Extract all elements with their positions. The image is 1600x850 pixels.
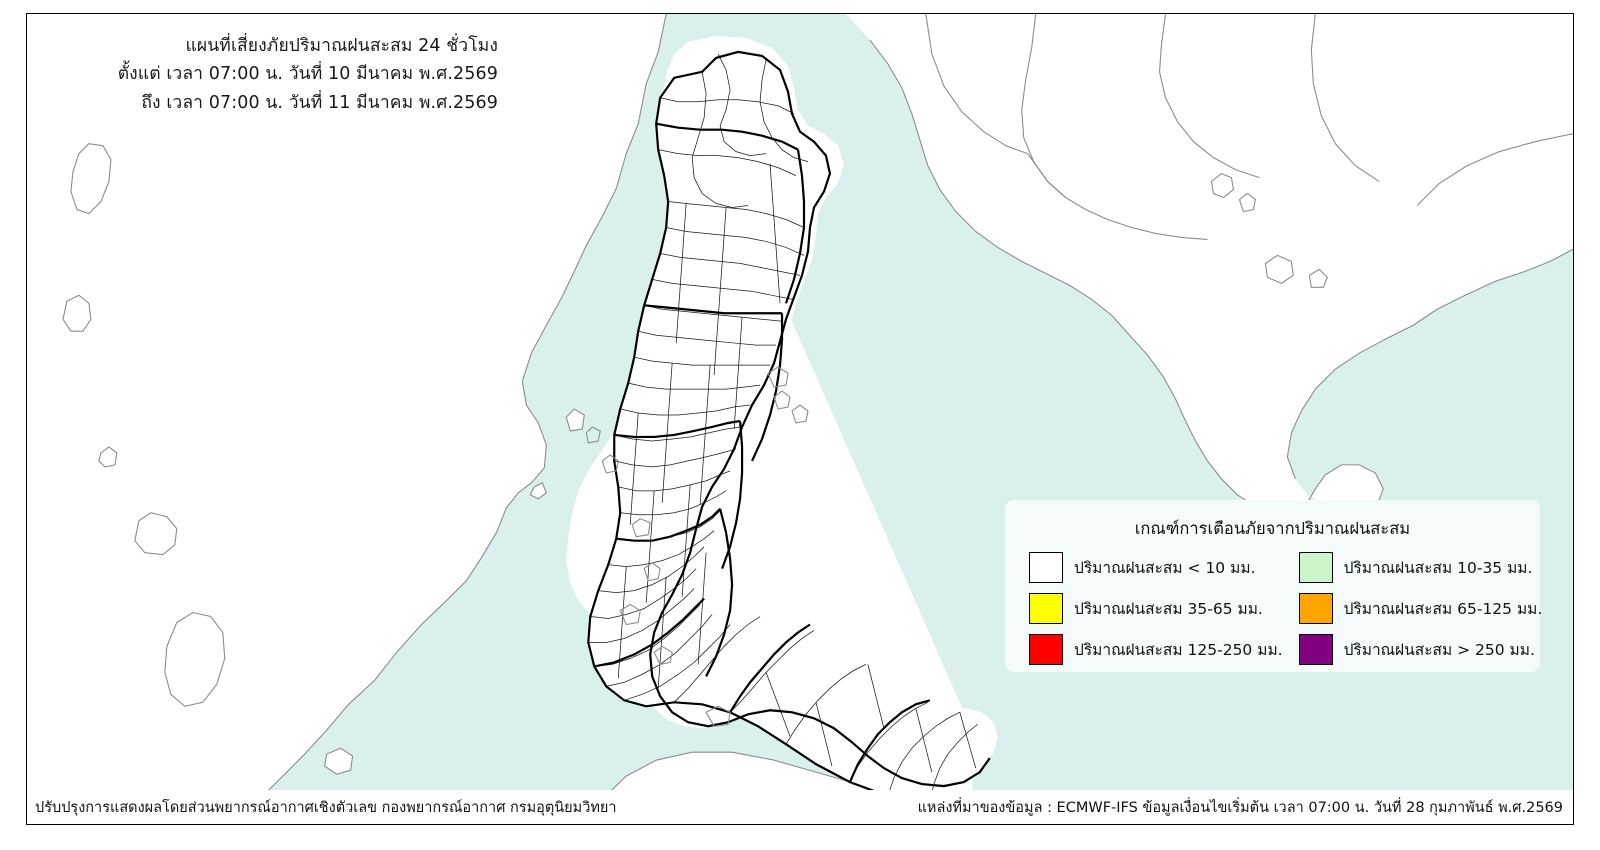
legend-label-65-125: ปริมาณฝนสะสม 65-125 มม. [1343,600,1543,618]
legend-label-125-250: ปริมาณฝนสะสม 125-250 มม. [1074,641,1283,659]
peninsula-islets [585,366,809,727]
title-line-2: ตั้งแต่ เวลา 07:00 น. วันที่ 10 มีนาคม พ… [117,64,498,85]
thailand-body [588,51,992,803]
legend-swatch-35-65 [1029,593,1063,624]
map-vector [27,14,1573,824]
legend-item-65-125: ปริมาณฝนสะสม 65-125 มม. [1298,593,1543,624]
legend-swatch-125-250 [1029,634,1063,665]
region-boundaries [587,50,991,804]
map-canvas [27,14,1573,824]
legend-label-lt10: ปริมาณฝนสะสม < 10 มม. [1074,559,1256,577]
footer-bar: ปรับปรุงการแสดงผลโดยส่วนพยากรณ์อากาศเชิง… [27,790,1573,824]
legend-swatch-lt10 [1029,552,1063,583]
legend-item-125-250: ปริมาณฝนสะสม 125-250 มม. [1029,634,1283,665]
legend-label-35-65: ปริมาณฝนสะสม 35-65 มม. [1074,600,1263,618]
footer-credit-left: ปรับปรุงการแสดงผลโดยส่วนพยากรณ์อากาศเชิง… [35,799,617,816]
legend-swatch-10-35 [1298,552,1333,583]
legend-label-gt250: ปริมาณฝนสะสม > 250 มม. [1343,641,1535,659]
legend-item-10-35: ปริมาณฝนสะสม 10-35 มม. [1298,552,1543,583]
title-line-1: แผนที่เสี่ยงภัยปริมาณฝนสะสม 24 ชั่วโมง [185,35,498,56]
legend-title: เกณฑ์การเตือนภัยจากปริมาณฝนสะสม [1134,519,1411,538]
title-line-3: ถึง เวลา 07:00 น. วันที่ 11 มีนาคม พ.ศ.2… [141,92,498,113]
legend-label-10-35: ปริมาณฝนสะสม 10-35 มม. [1343,559,1533,577]
coastline-detail [231,14,1573,824]
legend-panel: เกณฑ์การเตือนภัยจากปริมาณฝนสะสม ปริมาณฝน… [1005,500,1542,672]
andaman-islands [62,143,585,775]
legend-grid: ปริมาณฝนสะสม < 10 มม. ปริมาณฝนสะสม 10-35… [1023,552,1542,665]
legend-swatch-gt250 [1298,634,1333,665]
legend-item-gt250: ปริมาณฝนสะสม > 250 มม. [1298,634,1543,665]
footer-source-right: แหล่งที่มาของข้อมูล : ECMWF-IFS ข้อมูลเง… [917,799,1563,816]
map-title-card: แผนที่เสี่ยงภัยปริมาณฝนสะสม 24 ชั่วโมง ต… [27,14,512,135]
legend-swatch-65-125 [1298,593,1333,624]
map-frame [26,13,1574,825]
legend-item-35-65: ปริมาณฝนสะสม 35-65 มม. [1029,593,1283,624]
legend-item-lt10: ปริมาณฝนสะสม < 10 มม. [1029,552,1283,583]
